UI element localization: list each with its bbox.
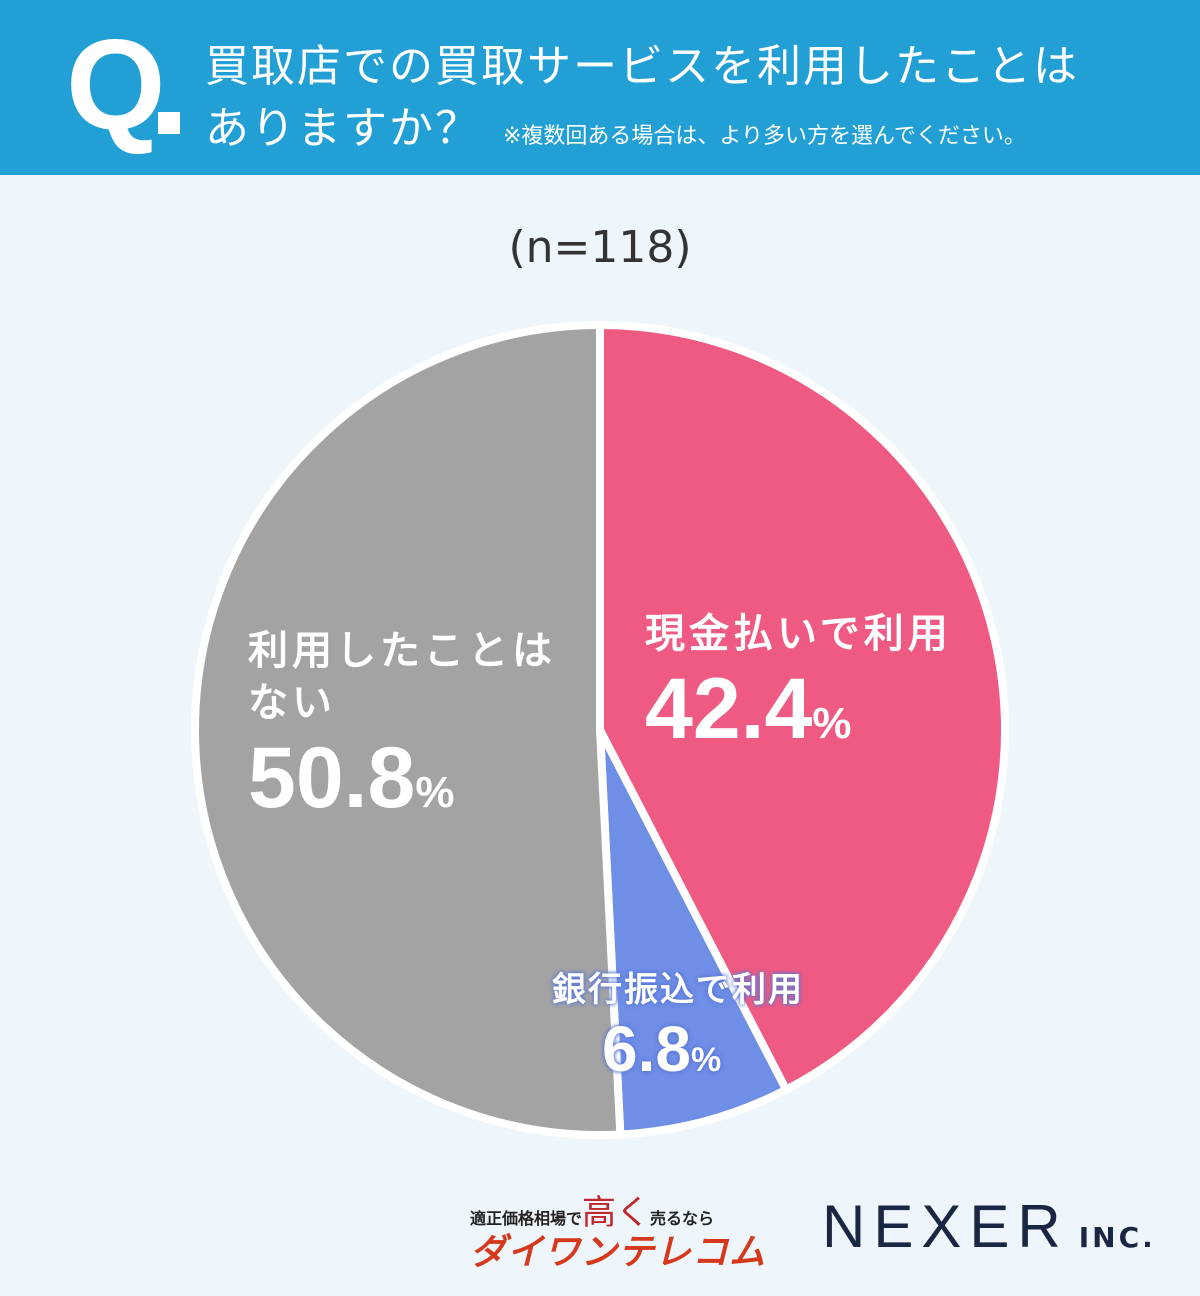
q-mark: Q xyxy=(66,14,166,157)
nexer-logo: NEXER INC. xyxy=(822,1192,1156,1261)
pie-slice-never xyxy=(191,321,625,1139)
unit-text: % xyxy=(690,1041,722,1079)
slice-value-never: 50.8% xyxy=(248,729,556,828)
value-text: 50.8 xyxy=(248,730,416,826)
logo-tagline-2: 売るなら xyxy=(650,1209,715,1228)
slice-value-bank: 6.8% xyxy=(602,1012,804,1086)
slice-label-bank: 銀行振込で利用 6.8% xyxy=(552,968,804,1086)
logo-taka: 高く xyxy=(582,1193,651,1233)
question-line-2-text: ありますか？ xyxy=(205,103,481,154)
logo-tagline: 適正価格相場で xyxy=(470,1209,583,1228)
logo-brand: ダイワンテレコム xyxy=(470,1232,767,1273)
unit-text: % xyxy=(415,768,455,817)
slice-label-never: 利用したことは ない 50.8% xyxy=(248,625,556,828)
value-text: 42.4 xyxy=(645,661,813,757)
nexer-suffix: INC. xyxy=(1078,1221,1156,1254)
slice-category-cash: 現金払いで利用 xyxy=(645,611,952,657)
question-note: ※複数回ある場合は、より多い方を選んでください。 xyxy=(503,124,1026,149)
slice-category-bank: 銀行振込で利用 xyxy=(552,970,804,1010)
slice-category-never-line1: 利用したことは xyxy=(248,628,556,674)
slice-label-cash: 現金払いで利用 42.4% xyxy=(645,608,952,759)
unit-text: % xyxy=(812,699,852,748)
slice-value-cash: 42.4% xyxy=(645,660,952,759)
question-line-1: 買取店での買取サービスを利用したことは xyxy=(205,41,1079,92)
nexer-name: NEXER xyxy=(822,1193,1069,1260)
sample-size: (n=118) xyxy=(508,222,692,273)
pie-slice-cash xyxy=(596,321,1009,1094)
question-header: Q 買取店での買取サービスを利用したことは ありますか？ ※複数回ある場合は、より… xyxy=(0,0,1200,175)
slice-category-never-line2: ない xyxy=(248,680,336,726)
value-text: 6.8 xyxy=(602,1013,691,1085)
pie-slice-bank xyxy=(596,726,791,1139)
daiwan-telecom-logo: 適正価格相場で高く売るなら ダイワンテレコム xyxy=(470,1185,766,1272)
q-dot xyxy=(158,112,180,134)
question-line-2: ありますか？ ※複数回ある場合は、より多い方を選んでください。 xyxy=(205,92,1026,156)
